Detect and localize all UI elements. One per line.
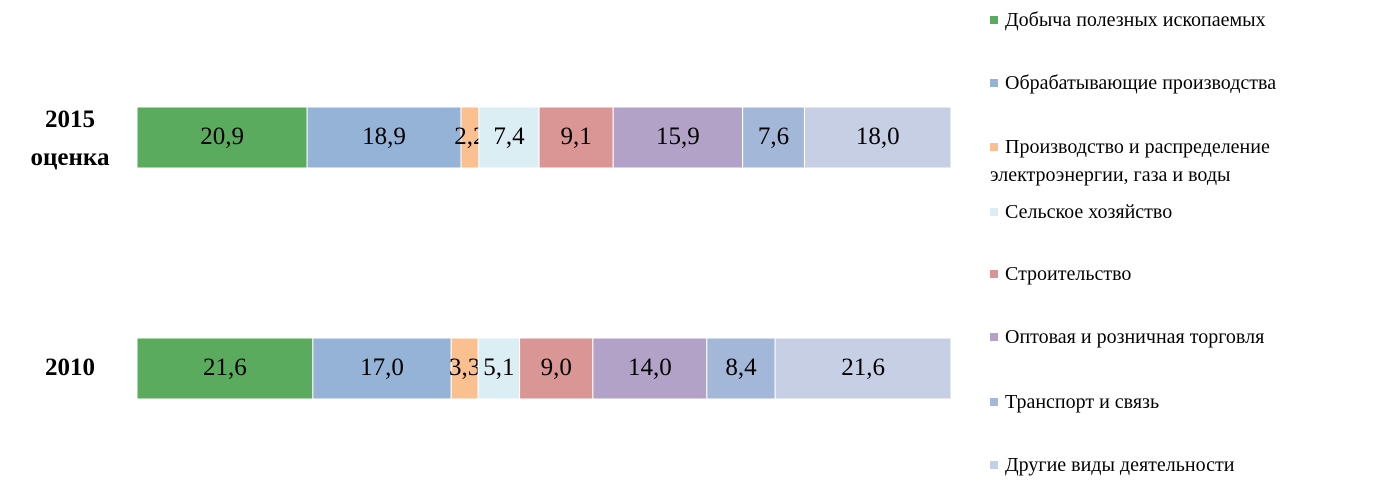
bar-segment — [136, 106, 308, 169]
bar-segment — [706, 337, 776, 400]
value-label: 14,0 — [628, 354, 672, 381]
value-label: 20,9 — [200, 123, 244, 150]
value-label: 21,6 — [203, 354, 247, 381]
value-label: 7,4 — [493, 123, 525, 150]
value-label: 8,4 — [725, 354, 757, 381]
value-label: 9,0 — [541, 354, 572, 381]
legend-swatch — [990, 461, 998, 469]
legend-label: Строительство — [1005, 263, 1132, 285]
legend-item: Добыча полезных ископаемых — [990, 6, 1380, 34]
legend-swatch — [990, 16, 998, 24]
legend-item: Производство и распределение электроэнер… — [990, 133, 1380, 189]
bar-segment — [450, 337, 479, 400]
legend-label: Добыча полезных ископаемых — [1005, 9, 1266, 31]
legend-item: Транспорт и связь — [990, 388, 1380, 416]
legend-label: Сельское хозяйство — [1005, 201, 1173, 223]
category-label: 2010 — [45, 354, 95, 381]
legend-swatch — [990, 333, 998, 341]
legend-swatch — [990, 398, 998, 406]
bar-segment — [519, 337, 594, 400]
legend-swatch — [990, 208, 998, 216]
legend-item: Обрабатывающие производства — [990, 69, 1380, 97]
value-label: 5,1 — [483, 354, 514, 381]
legend-swatch — [990, 79, 998, 87]
value-label: 9,1 — [561, 123, 592, 150]
value-label: 18,0 — [856, 123, 900, 150]
legend-label: Производство и распределение электроэнер… — [990, 136, 1270, 186]
value-label: 18,9 — [362, 123, 406, 150]
legend-label: Обрабатывающие производства — [1005, 72, 1277, 94]
value-label: 15,9 — [656, 123, 700, 150]
value-label: 17,0 — [360, 354, 404, 381]
category-label: 2015 оценка — [30, 106, 110, 171]
bar-segment — [803, 106, 952, 169]
bar-segment — [774, 337, 952, 400]
bar-segment — [306, 106, 462, 169]
bar-segment — [742, 106, 805, 169]
legend-item: Другие виды деятельности — [990, 451, 1380, 479]
legend-label: Другие виды деятельности — [1005, 454, 1235, 476]
legend-swatch — [990, 270, 998, 278]
bar-segment — [136, 337, 314, 400]
value-label: 21,6 — [841, 354, 885, 381]
value-label: 3,3 — [449, 354, 480, 381]
legend-item: Оптовая и розничная торговля — [990, 323, 1380, 351]
legend-swatch — [990, 143, 998, 151]
legend-item: Сельское хозяйство — [990, 198, 1380, 226]
bar-segment — [478, 106, 540, 169]
legend-item: Строительство — [990, 260, 1380, 288]
bar-segment — [592, 337, 708, 400]
legend-label: Оптовая и розничная торговля — [1005, 326, 1265, 348]
legend-label: Транспорт и связь — [1005, 391, 1160, 413]
value-label: 7,6 — [758, 123, 789, 150]
bar-segment — [538, 106, 614, 169]
bar-segment — [477, 337, 521, 400]
